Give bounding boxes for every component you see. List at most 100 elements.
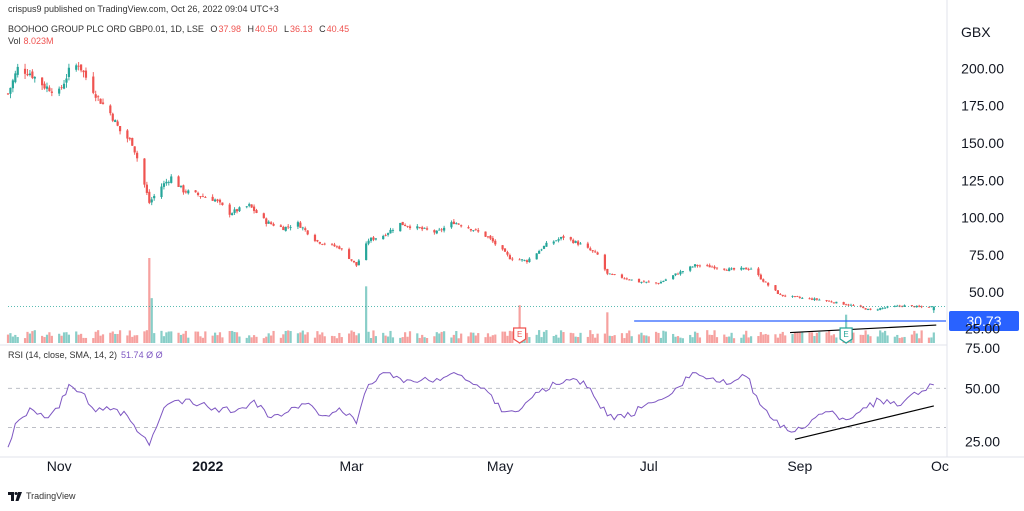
candle-body <box>374 238 377 240</box>
volume-bar <box>879 330 882 343</box>
candle-body <box>372 237 375 240</box>
volume-bar <box>16 337 19 343</box>
candle-body <box>776 290 779 294</box>
grid <box>0 0 1024 458</box>
candle-body <box>472 230 475 232</box>
volume-bar <box>818 331 821 343</box>
candle-body <box>321 243 324 245</box>
candle-body <box>477 230 480 232</box>
candle-body <box>338 246 341 249</box>
volume-bar <box>620 333 624 343</box>
candle-body <box>501 245 504 250</box>
volume-bar <box>148 258 151 343</box>
volume-bar <box>927 337 931 343</box>
candle-body <box>136 152 139 159</box>
candle-body <box>732 268 736 270</box>
volume-bar <box>330 335 334 343</box>
candle-body <box>318 242 321 244</box>
volume-bar <box>728 336 731 343</box>
low-value: 36.13 <box>290 24 313 34</box>
volume-bar <box>613 335 616 343</box>
volume-bar <box>221 337 224 343</box>
volume-bar <box>179 334 183 343</box>
volume-bar <box>672 333 675 343</box>
candle-body <box>77 65 80 67</box>
candle-body <box>440 229 443 231</box>
candle-body <box>75 65 78 70</box>
volume-bar <box>386 336 390 343</box>
volume-bar <box>126 335 129 343</box>
candle-body <box>187 190 190 194</box>
candle-body <box>250 204 253 208</box>
volume-bar <box>862 334 865 343</box>
volume-bar <box>715 337 719 343</box>
volume-bar <box>182 333 185 343</box>
volume-bar <box>640 332 643 343</box>
candle-body <box>48 87 51 92</box>
high-value: 40.50 <box>254 24 278 34</box>
volume-bar <box>304 334 307 343</box>
volume-bar <box>915 333 918 343</box>
candle-body <box>596 252 599 255</box>
volume-bar <box>165 332 168 343</box>
candle-body <box>284 226 287 231</box>
tradingview-brand[interactable]: TradingView <box>8 491 76 501</box>
candle-body <box>642 281 645 283</box>
volume-bar <box>540 337 543 343</box>
candle-body <box>927 306 931 308</box>
volume-bar <box>591 334 594 343</box>
candle-body <box>759 274 762 280</box>
volume-bar <box>170 331 173 343</box>
candle-body <box>525 260 529 263</box>
candle-body <box>645 281 648 283</box>
volume-bar <box>391 337 395 343</box>
candle-body <box>864 308 867 310</box>
candle-body <box>830 301 833 303</box>
support-price-tag <box>949 311 1019 332</box>
volume-bar <box>211 335 214 343</box>
volume-bar <box>43 337 46 343</box>
candle-body <box>674 273 677 276</box>
candle-body <box>65 78 68 83</box>
volume-bar <box>506 335 509 343</box>
volume-bar <box>218 332 222 343</box>
candle-body <box>672 275 675 279</box>
rsi-tick-label: 25.00 <box>965 433 1000 449</box>
time-tick-label: Mar <box>339 458 363 474</box>
volume-bar <box>886 335 889 343</box>
volume-bar <box>555 334 558 343</box>
candle-body <box>165 181 168 184</box>
candle-body <box>611 274 614 276</box>
candle-body <box>41 77 44 86</box>
volume-bar <box>435 332 438 343</box>
candle-body <box>386 233 390 235</box>
volume-bar <box>289 331 292 343</box>
candle-body <box>131 137 134 146</box>
volume-bar <box>352 331 356 343</box>
volume-bar <box>825 332 828 343</box>
volume-bar <box>776 337 779 343</box>
candle-body <box>845 304 848 306</box>
candle-body <box>484 231 487 237</box>
volume-bar <box>9 333 12 343</box>
candle-body <box>728 268 731 272</box>
volume-bar <box>457 338 460 343</box>
candle-body <box>781 294 784 296</box>
candle-body <box>920 306 923 308</box>
volume-bar <box>216 335 219 343</box>
volume-bar <box>472 332 475 343</box>
volume-bar <box>65 332 68 343</box>
candle-body <box>518 259 521 261</box>
time-tick-label: Nov <box>47 458 72 474</box>
price-tick-label: 25.00 <box>965 321 1000 337</box>
tradingview-logo-icon <box>8 491 22 501</box>
candle-body <box>6 93 10 95</box>
volume-bar <box>764 333 767 343</box>
candle-body <box>26 74 29 76</box>
candle-body <box>474 229 477 231</box>
volume-bar <box>757 336 760 343</box>
candle-body <box>749 268 753 270</box>
volume-bar <box>508 330 511 343</box>
volume-bar <box>99 335 102 343</box>
